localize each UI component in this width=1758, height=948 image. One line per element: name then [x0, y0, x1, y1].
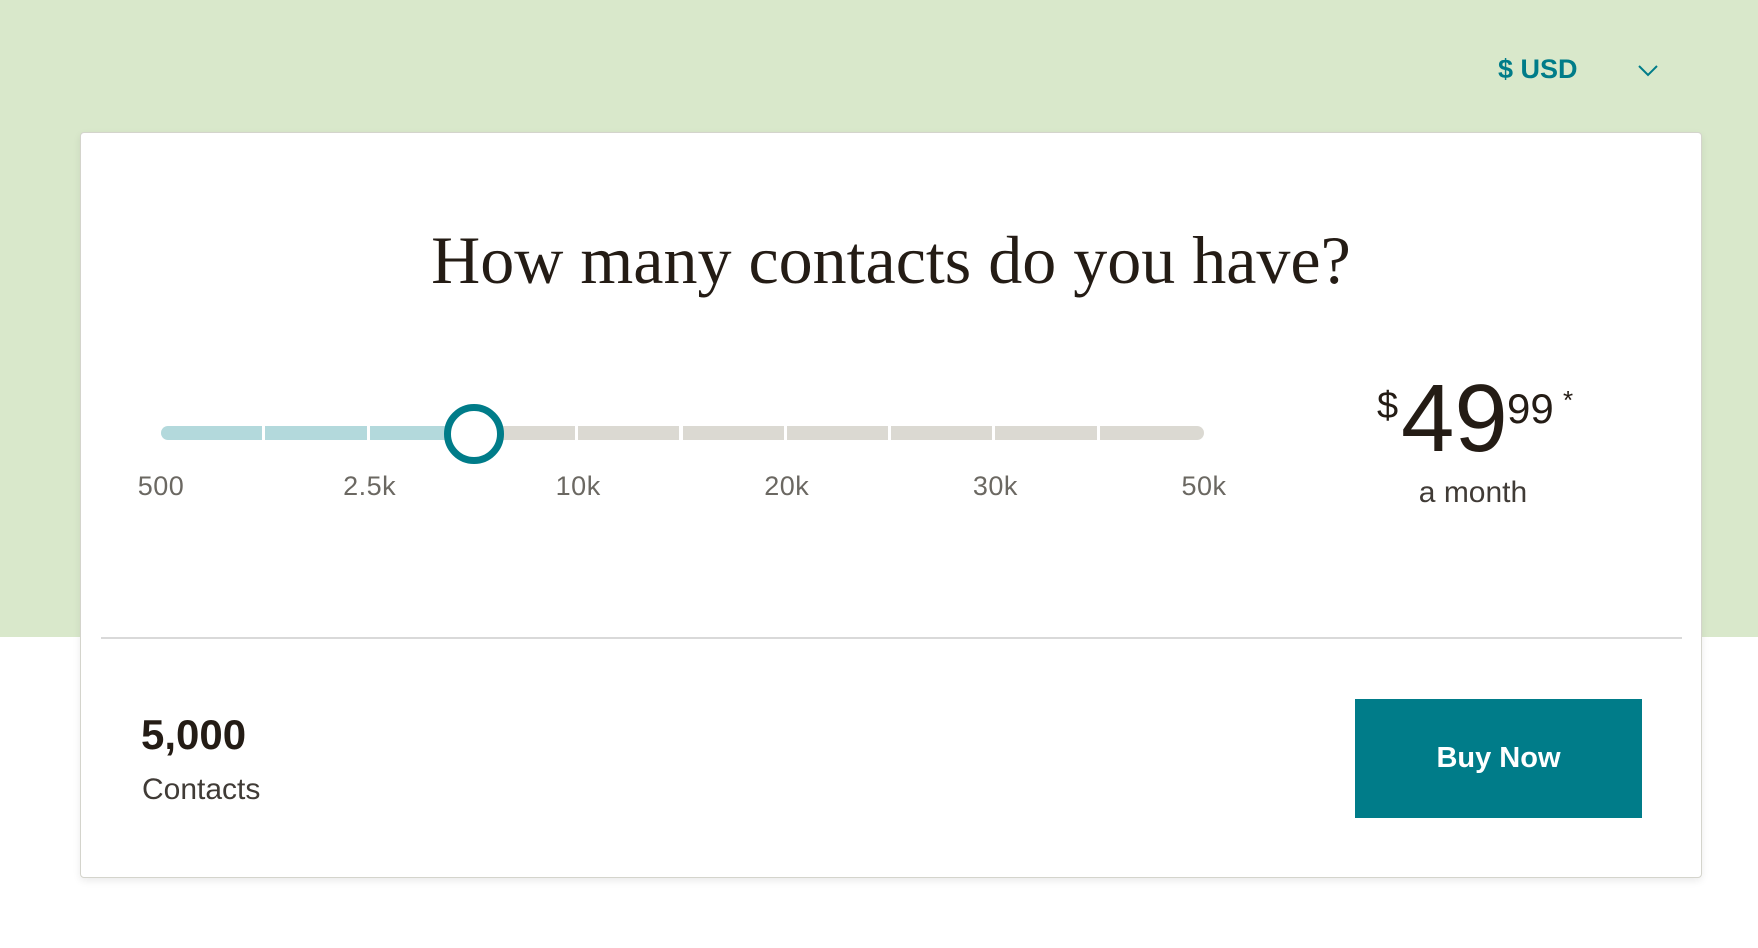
currency-label: $ USD — [1498, 54, 1578, 84]
contacts-count: 5,000 — [141, 711, 247, 758]
contacts-label: Contacts — [142, 773, 261, 806]
currency-selector[interactable]: $ USD — [1498, 54, 1660, 85]
slider-tick-label: 50k — [1181, 471, 1227, 501]
chevron-down-icon — [1637, 64, 1658, 76]
page-title: How many contacts do you have? — [431, 222, 1351, 298]
slider-segment[interactable] — [161, 426, 263, 440]
slider-segment[interactable] — [682, 426, 784, 440]
slider-tick-label: 2.5k — [343, 471, 397, 501]
slider-segment[interactable] — [265, 426, 367, 440]
slider-segment[interactable] — [891, 426, 993, 440]
price-asterisk: * — [1563, 385, 1574, 415]
slider-tick-label: 30k — [972, 471, 1018, 501]
price: $ 49 99 * — [1373, 371, 1574, 467]
pricing-card: How many contacts do you have? 500 2.5k 10… — [80, 132, 1702, 878]
price-whole: 49 — [1401, 365, 1508, 472]
slider-tick-label: 20k — [764, 471, 810, 501]
slider-tick-label: 10k — [555, 471, 601, 501]
divider — [101, 637, 1682, 639]
slider-segment[interactable] — [578, 426, 680, 440]
slider-segment[interactable] — [1099, 426, 1204, 440]
price-currency: $ — [1377, 385, 1399, 427]
contacts-slider-thumb[interactable] — [443, 404, 504, 464]
slider-segment[interactable] — [995, 426, 1097, 440]
slider-tick-label: 500 — [137, 471, 185, 501]
price-cents: 99 — [1507, 385, 1554, 432]
price-period: a month — [1418, 476, 1528, 509]
contacts-slider-track[interactable] — [161, 426, 1204, 440]
slider-segment[interactable] — [786, 426, 889, 440]
buy-now-button[interactable]: Buy Now — [1355, 699, 1642, 818]
